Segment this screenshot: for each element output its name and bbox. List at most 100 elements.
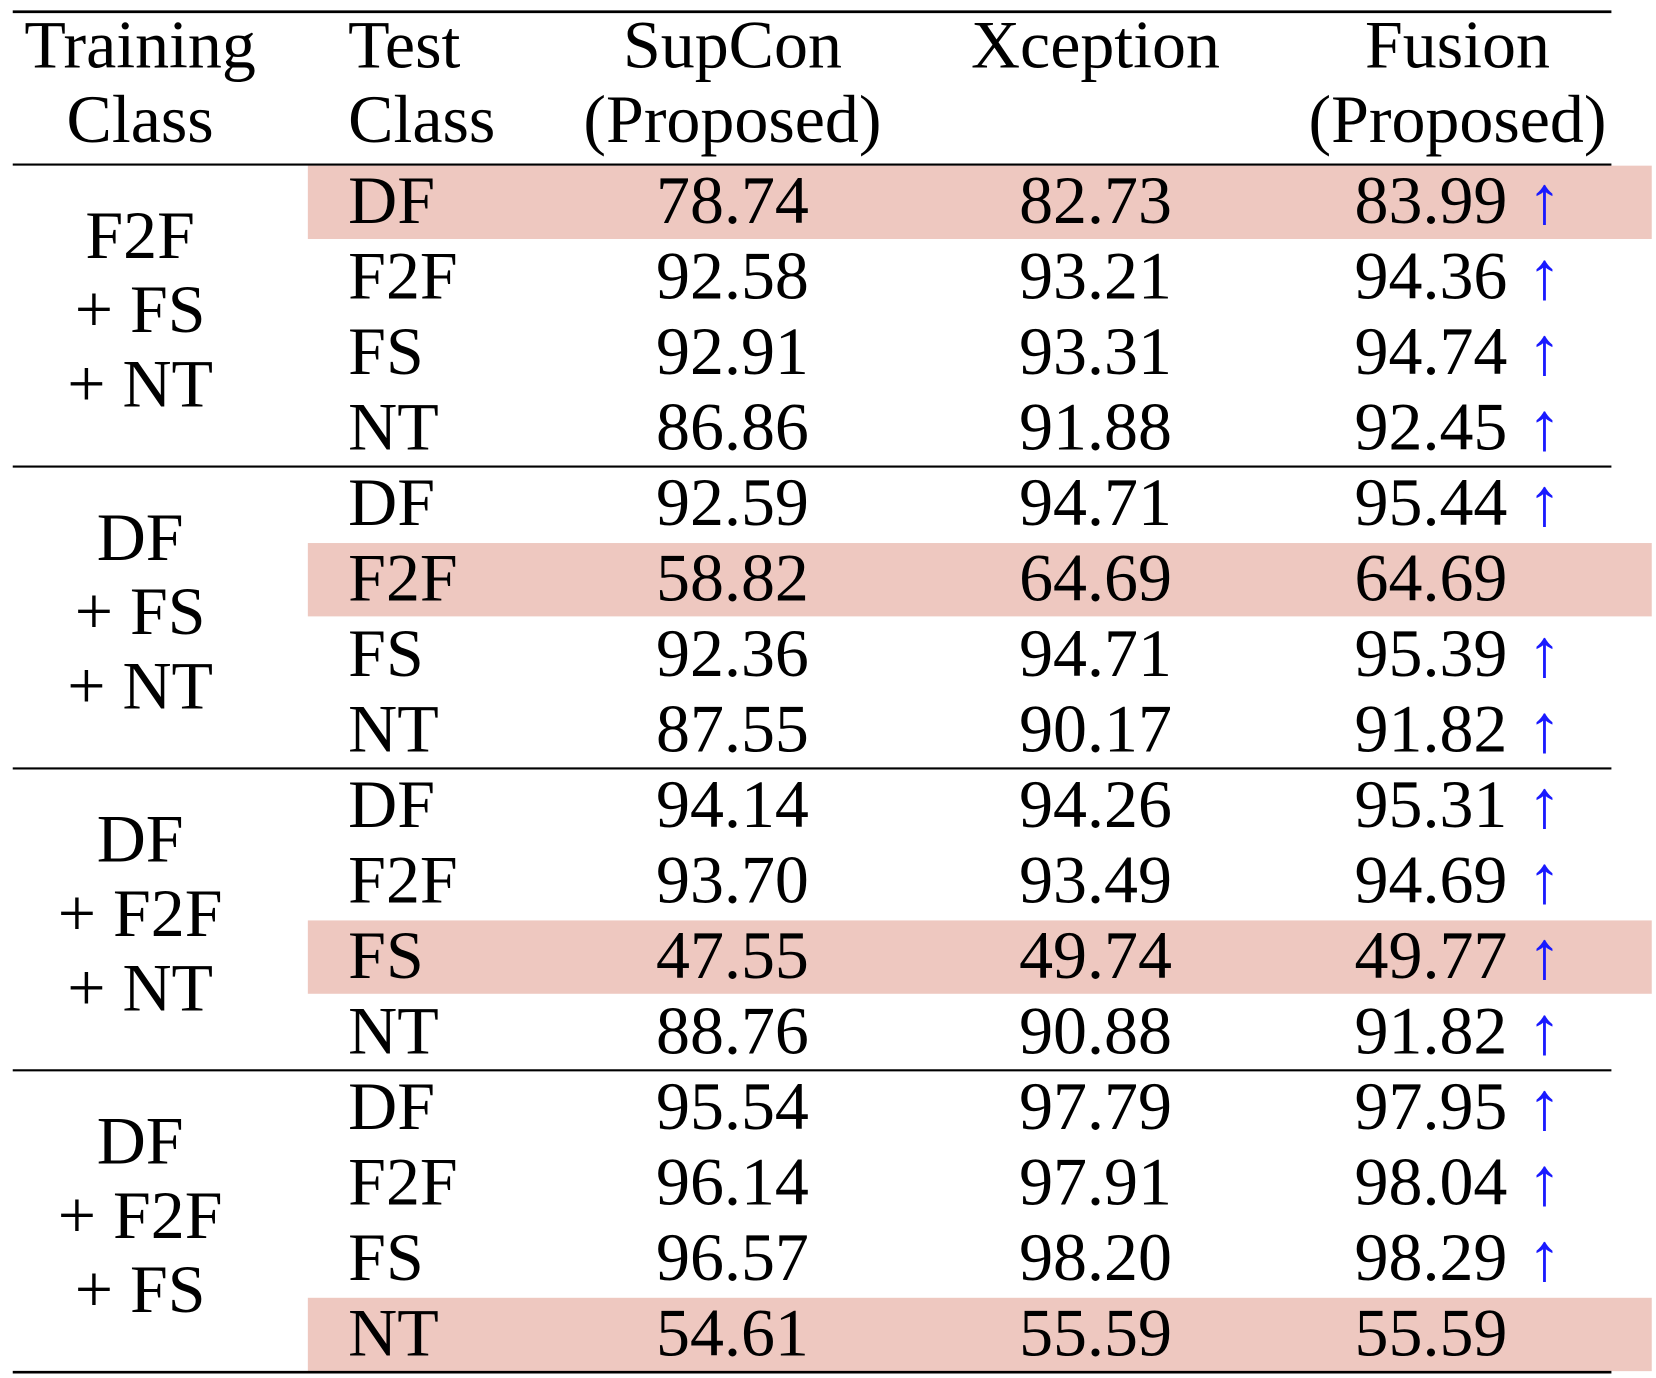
test-class: NT xyxy=(348,992,439,1068)
test-class: F2F xyxy=(348,238,458,314)
supcon-value: 93.70 xyxy=(656,841,809,917)
test-class: DF xyxy=(348,162,435,238)
xception-value: 90.17 xyxy=(1019,691,1172,767)
xception-value: 49.74 xyxy=(1019,917,1172,993)
test-class: DF xyxy=(348,1068,435,1144)
header-cell: Training xyxy=(24,7,256,83)
improvement-arrow: ↑ xyxy=(1528,615,1562,691)
fusion-value: 94.69 xyxy=(1355,841,1508,917)
training-class: + NT xyxy=(67,345,213,421)
xception-value: 93.49 xyxy=(1019,841,1172,917)
xception-value: 90.88 xyxy=(1019,992,1172,1068)
training-class: + FS xyxy=(75,573,206,649)
supcon-value: 88.76 xyxy=(656,992,809,1068)
fusion-value: 95.44 xyxy=(1355,464,1508,540)
row-highlight xyxy=(307,543,1652,617)
row-highlight xyxy=(307,165,1652,240)
fusion-value: 95.39 xyxy=(1355,615,1508,691)
row-highlight xyxy=(307,920,1652,994)
fusion-value: 92.45 xyxy=(1355,389,1508,465)
fusion-value: 49.77 xyxy=(1355,917,1508,993)
fusion-value: 83.99 xyxy=(1355,162,1508,238)
improvement-arrow: ↑ xyxy=(1528,766,1562,842)
training-class: + F2F xyxy=(58,875,223,951)
header-cell: Class xyxy=(67,81,214,157)
fusion-value: 94.74 xyxy=(1355,313,1508,389)
test-class: FS xyxy=(348,917,424,993)
xception-value: 94.71 xyxy=(1019,464,1172,540)
supcon-value: 87.55 xyxy=(656,691,809,767)
header-cell: Fusion xyxy=(1365,7,1550,83)
improvement-arrow: ↑ xyxy=(1528,841,1562,917)
header-cell: Class xyxy=(348,81,495,157)
improvement-arrow: ↑ xyxy=(1528,1143,1562,1219)
supcon-value: 92.59 xyxy=(656,464,809,540)
header-cell: Xception xyxy=(971,7,1220,83)
xception-value: 97.91 xyxy=(1019,1143,1172,1219)
training-class: + F2F xyxy=(58,1177,223,1253)
training-class: + NT xyxy=(67,949,213,1025)
fusion-value: 98.04 xyxy=(1355,1143,1508,1219)
fusion-value: 91.82 xyxy=(1355,691,1508,767)
supcon-value: 86.86 xyxy=(656,389,809,465)
improvement-arrow: ↑ xyxy=(1528,389,1562,465)
improvement-arrow: ↑ xyxy=(1528,1068,1562,1144)
supcon-value: 92.36 xyxy=(656,615,809,691)
fusion-value: 95.31 xyxy=(1355,766,1508,842)
test-class: FS xyxy=(348,1219,424,1295)
training-class: DF xyxy=(97,1103,184,1179)
supcon-value: 95.54 xyxy=(656,1068,809,1144)
test-class: NT xyxy=(348,1294,439,1370)
fusion-value: 91.82 xyxy=(1355,992,1508,1068)
improvement-arrow: ↑ xyxy=(1528,1219,1562,1295)
test-class: NT xyxy=(348,389,439,465)
xception-value: 55.59 xyxy=(1019,1294,1172,1370)
test-class: F2F xyxy=(348,1143,458,1219)
xception-value: 97.79 xyxy=(1019,1068,1172,1144)
supcon-value: 96.14 xyxy=(656,1143,809,1219)
fusion-value: 97.95 xyxy=(1355,1068,1508,1144)
supcon-value: 94.14 xyxy=(656,766,809,842)
test-class: FS xyxy=(348,313,424,389)
improvement-arrow: ↑ xyxy=(1528,162,1562,238)
xception-value: 94.26 xyxy=(1019,766,1172,842)
training-class: + FS xyxy=(75,271,206,347)
test-class: NT xyxy=(348,691,439,767)
test-class: F2F xyxy=(348,841,458,917)
supcon-value: 58.82 xyxy=(656,540,809,616)
highlights xyxy=(307,165,1652,1372)
supcon-value: 92.58 xyxy=(656,238,809,314)
training-class: + NT xyxy=(67,647,213,723)
training-class: F2F xyxy=(85,197,195,273)
xception-value: 94.71 xyxy=(1019,615,1172,691)
supcon-value: 47.55 xyxy=(656,917,809,993)
xception-value: 91.88 xyxy=(1019,389,1172,465)
training-class: DF xyxy=(97,801,184,877)
improvement-arrow: ↑ xyxy=(1528,917,1562,993)
xception-value: 93.21 xyxy=(1019,238,1172,314)
xception-value: 64.69 xyxy=(1019,540,1172,616)
fusion-value: 55.59 xyxy=(1355,1294,1508,1370)
row-highlight xyxy=(307,1297,1652,1372)
fusion-value: 64.69 xyxy=(1355,540,1508,616)
improvement-arrow: ↑ xyxy=(1528,238,1562,314)
supcon-value: 54.61 xyxy=(656,1294,809,1370)
xception-value: 93.31 xyxy=(1019,313,1172,389)
test-class: DF xyxy=(348,464,435,540)
training-class: + FS xyxy=(75,1251,206,1327)
test-class: FS xyxy=(348,615,424,691)
header-cell: Test xyxy=(348,7,460,83)
header-cell: (Proposed) xyxy=(1308,81,1606,157)
header-cell: SupCon xyxy=(623,7,842,83)
improvement-arrow: ↑ xyxy=(1528,992,1562,1068)
xception-value: 82.73 xyxy=(1019,162,1172,238)
test-class: DF xyxy=(348,766,435,842)
supcon-value: 96.57 xyxy=(656,1219,809,1295)
improvement-arrow: ↑ xyxy=(1528,691,1562,767)
improvement-arrow: ↑ xyxy=(1528,464,1562,540)
improvement-arrow: ↑ xyxy=(1528,313,1562,389)
supcon-value: 78.74 xyxy=(656,162,809,238)
training-class: DF xyxy=(97,499,184,575)
header-cell: (Proposed) xyxy=(583,81,881,157)
